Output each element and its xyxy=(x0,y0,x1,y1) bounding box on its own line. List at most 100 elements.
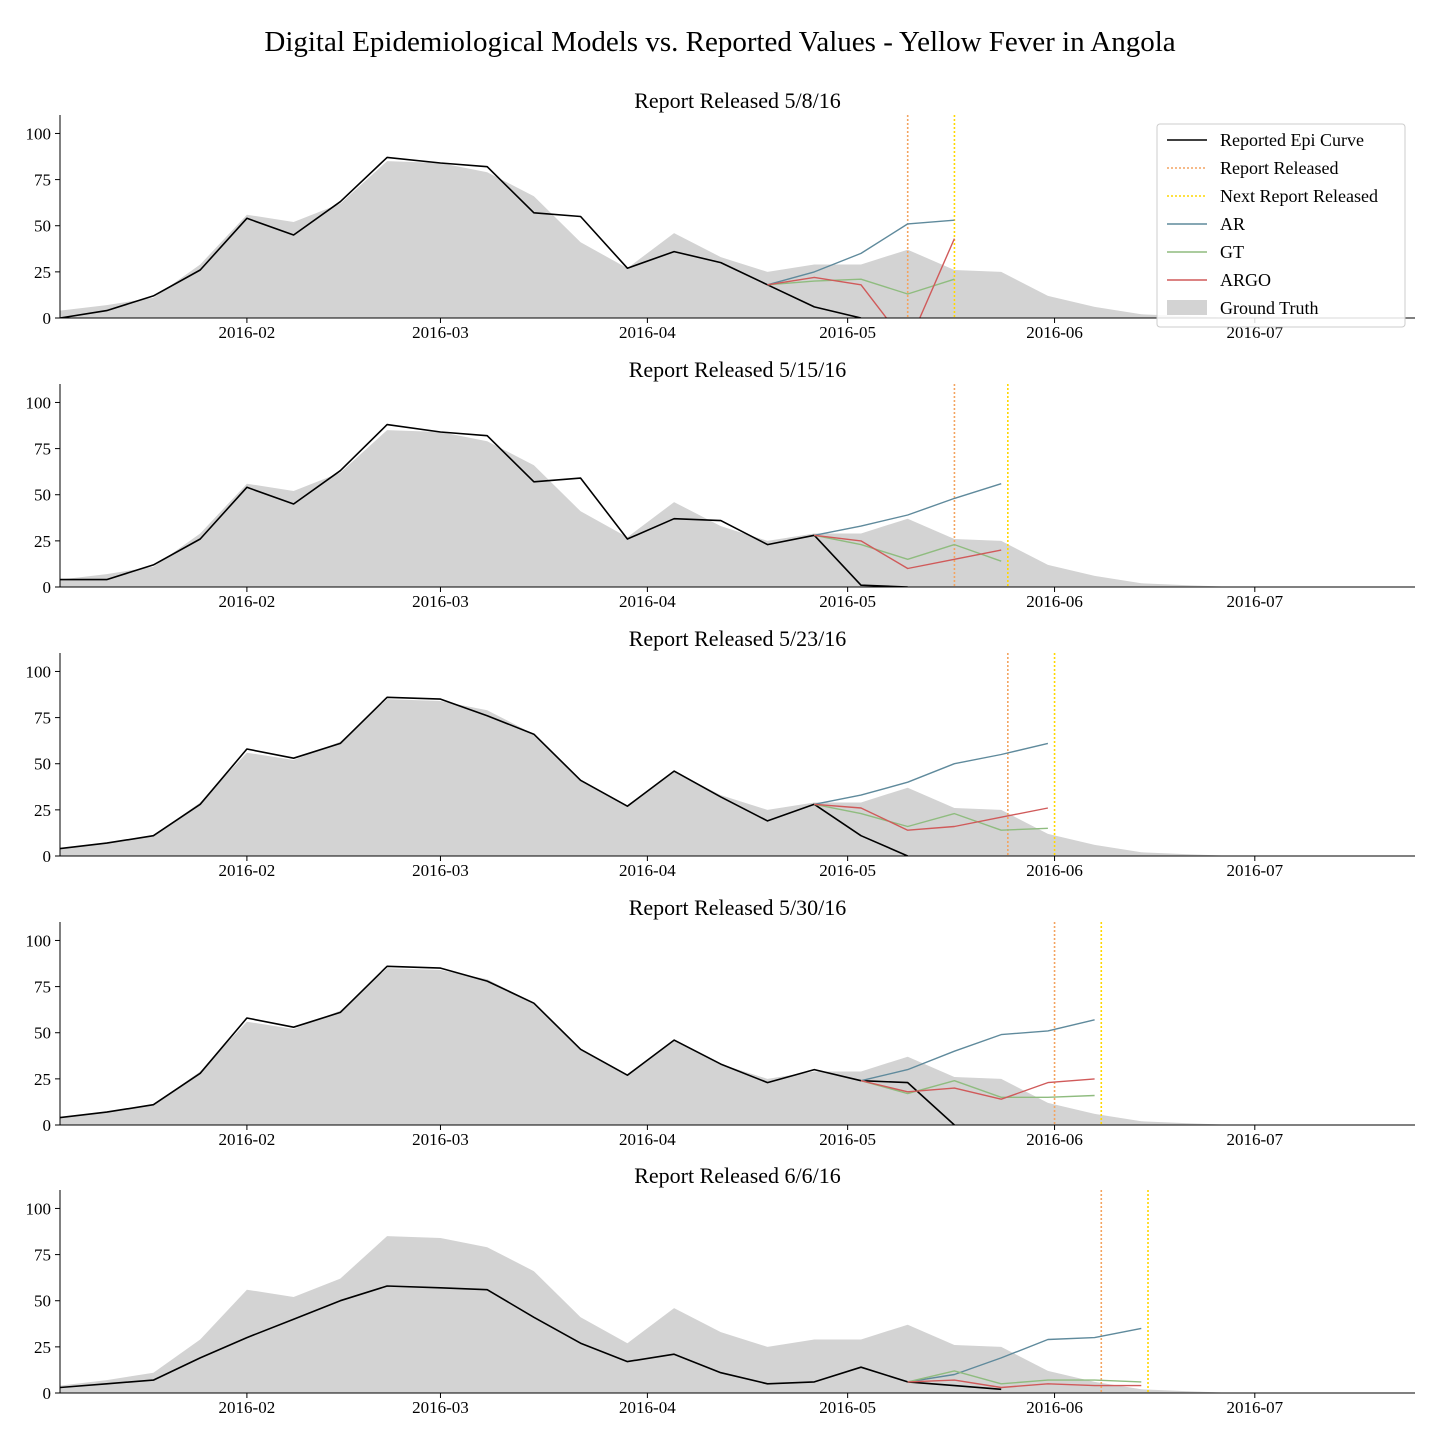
x-tick-label: 2016-05 xyxy=(819,1130,876,1149)
x-tick-label: 2016-07 xyxy=(1226,1130,1283,1149)
reported-epi-curve-line xyxy=(60,1285,1002,1391)
argo-line xyxy=(907,1379,1142,1389)
panel-2: 0 25 50 75 100 2016-02 2016-03 2016-04 2016-05 20… xyxy=(26,357,1415,611)
gt-line xyxy=(767,278,955,295)
reported-epi-curve-line xyxy=(60,696,909,856)
ground-truth-area xyxy=(60,968,1415,1125)
panel-4-title: Report Released 5/30/16 xyxy=(629,895,847,920)
x-tick-label: 2016-06 xyxy=(1026,592,1083,611)
y-tick-label: 75 xyxy=(34,709,51,728)
y-tick-label: 50 xyxy=(34,1292,51,1311)
x-tick-label: 2016-02 xyxy=(219,1398,276,1417)
y-tick-label: 25 xyxy=(34,1338,51,1357)
gt-line xyxy=(814,803,1048,831)
y-tick-label: 0 xyxy=(43,309,52,328)
ground-truth-area xyxy=(60,161,1415,318)
y-tick-label: 0 xyxy=(43,578,52,597)
x-tick-label: 2016-06 xyxy=(1026,1398,1083,1417)
panel-2-plot-area xyxy=(60,384,1415,587)
argo-line xyxy=(767,238,956,318)
legend-ar: AR xyxy=(1167,214,1245,234)
legend-argo-label: ARGO xyxy=(1220,270,1271,290)
x-tick-label: 2016-03 xyxy=(412,592,469,611)
y-tick-label: 75 xyxy=(34,171,51,190)
legend-report-released-label: Report Released xyxy=(1220,158,1338,178)
x-tick-label: 2016-05 xyxy=(819,323,876,342)
x-tick-label: 2016-07 xyxy=(1226,1398,1283,1417)
legend-reported-epi-curve: Reported Epi Curve xyxy=(1167,130,1364,150)
figure-title: Digital Epidemiological Models vs. Repor… xyxy=(264,26,1175,58)
x-tick-label: 2016-07 xyxy=(1226,861,1283,880)
x-tick-label: 2016-02 xyxy=(219,323,276,342)
ar-line xyxy=(907,1327,1142,1383)
x-tick-label: 2016-03 xyxy=(412,861,469,880)
reported-epi-curve-line xyxy=(60,423,908,587)
panel-5-title: Report Released 6/6/16 xyxy=(634,1163,841,1188)
y-tick-label: 100 xyxy=(26,931,52,950)
x-tick-label: 2016-02 xyxy=(219,861,276,880)
ar-line xyxy=(814,742,1049,805)
x-tick-label: 2016-05 xyxy=(819,861,876,880)
x-tick-label: 2016-04 xyxy=(619,1398,676,1417)
ground-truth-area xyxy=(60,699,1415,856)
x-tick-label: 2016-04 xyxy=(619,861,676,880)
panel-5: 0 25 50 75 100 2016-02 2016-03 2016-04 2016-05 20… xyxy=(26,1163,1415,1417)
legend-ground-truth: Ground Truth xyxy=(1167,298,1319,318)
panel-3-title: Report Released 5/23/16 xyxy=(629,626,847,651)
y-tick-label: 25 xyxy=(34,1070,51,1089)
x-tick-label: 2016-03 xyxy=(412,323,469,342)
x-tick-label: 2016-05 xyxy=(819,1398,876,1417)
legend-gt-label: GT xyxy=(1220,242,1244,262)
x-tick-label: 2016-04 xyxy=(619,1130,676,1149)
x-tick-label: 2016-03 xyxy=(412,1398,469,1417)
y-tick-label: 100 xyxy=(26,662,52,681)
x-tick-label: 2016-05 xyxy=(819,592,876,611)
legend-next-report-released-label: Next Report Released xyxy=(1220,186,1378,206)
x-tick-label: 2016-06 xyxy=(1026,1130,1083,1149)
x-tick-label: 2016-07 xyxy=(1226,592,1283,611)
legend-gt: GT xyxy=(1167,242,1244,262)
y-tick-label: 100 xyxy=(26,124,52,143)
x-tick-label: 2016-04 xyxy=(619,592,676,611)
x-tick-label: 2016-07 xyxy=(1226,323,1283,342)
x-tick-label: 2016-06 xyxy=(1026,323,1083,342)
x-tick-label: 2016-02 xyxy=(219,592,276,611)
y-tick-label: 75 xyxy=(34,978,51,997)
panel-2-title: Report Released 5/15/16 xyxy=(629,357,847,382)
argo-line xyxy=(814,803,1049,831)
legend-next-report-released: Next Report Released xyxy=(1167,186,1378,206)
y-tick-label: 0 xyxy=(43,1116,52,1135)
legend-argo: ARGO xyxy=(1167,270,1271,290)
ar-line xyxy=(767,219,955,286)
y-tick-label: 50 xyxy=(34,217,51,236)
y-tick-label: 50 xyxy=(34,755,51,774)
gt-line xyxy=(814,534,1002,562)
x-tick-label: 2016-06 xyxy=(1026,861,1083,880)
x-tick-label: 2016-02 xyxy=(219,1130,276,1149)
y-tick-label: 25 xyxy=(34,801,51,820)
legend-ground-truth-swatch xyxy=(1167,300,1207,315)
ar-line xyxy=(814,483,1002,536)
y-tick-label: 100 xyxy=(26,1199,52,1218)
y-tick-label: 100 xyxy=(26,393,52,412)
reported-epi-curve-line xyxy=(60,156,862,318)
panel-1-plot-area xyxy=(60,115,1415,318)
panel-3: 0 25 50 75 100 2016-02 2016-03 2016-04 2016-05 20… xyxy=(26,626,1415,880)
reported-epi-curve-line xyxy=(60,965,955,1125)
panel-1-title: Report Released 5/8/16 xyxy=(634,88,841,113)
panel-1: 0 25 50 75 100 2016-02 2016-03 2016-04 2016-05 20… xyxy=(26,88,1415,342)
x-tick-label: 2016-04 xyxy=(619,323,676,342)
legend-box xyxy=(1156,123,1406,328)
ar-line xyxy=(860,1019,1095,1082)
y-tick-label: 75 xyxy=(34,1246,51,1265)
y-tick-label: 75 xyxy=(34,440,51,459)
panel-4: 0 25 50 75 100 2016-02 2016-03 2016-04 2016-05 20… xyxy=(26,895,1415,1149)
legend-report-released: Report Released xyxy=(1167,158,1338,178)
argo-line xyxy=(814,534,1002,570)
y-tick-label: 50 xyxy=(34,486,51,505)
y-tick-label: 25 xyxy=(34,263,51,282)
legend-ground-truth-label: Ground Truth xyxy=(1220,298,1319,318)
panels: 0 25 50 75 100 2016-02 2016-03 2016-04 2016-05 20… xyxy=(26,88,1415,1417)
panel-4-plot-area xyxy=(60,922,1415,1125)
